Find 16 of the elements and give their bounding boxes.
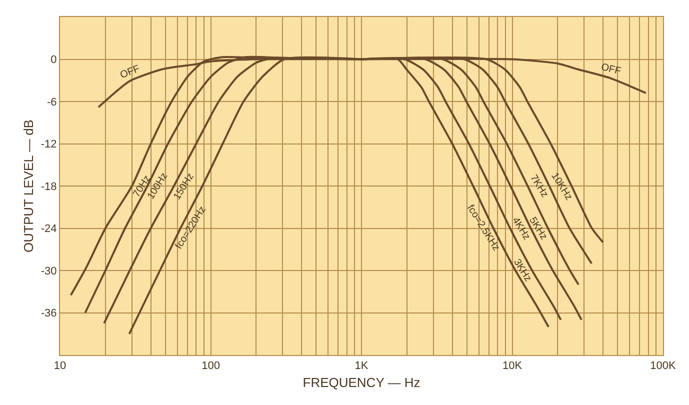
y-tick-label: 0 [50, 54, 57, 66]
x-tick-label: 100 [202, 360, 220, 372]
y-tick-label: -6 [47, 96, 57, 108]
x-tick-label: 10K [502, 360, 523, 372]
annotation: OFF [600, 62, 622, 78]
y-tick-label: -24 [40, 223, 57, 236]
y-tick-label: -18 [40, 180, 57, 193]
x-axis-title: FREQUENCY — Hz [302, 374, 420, 390]
annotation: OFF [118, 64, 142, 82]
x-tick-label: 10 [54, 360, 66, 372]
y-tick-label: -12 [40, 138, 57, 151]
y-tick-label: -30 [40, 265, 57, 278]
y-axis-title: OUTPUT LEVEL — dB [20, 120, 36, 252]
x-tick-label: 1K [354, 360, 369, 372]
y-tick-label: -36 [40, 308, 57, 320]
x-tick-label: 100K [650, 360, 676, 372]
